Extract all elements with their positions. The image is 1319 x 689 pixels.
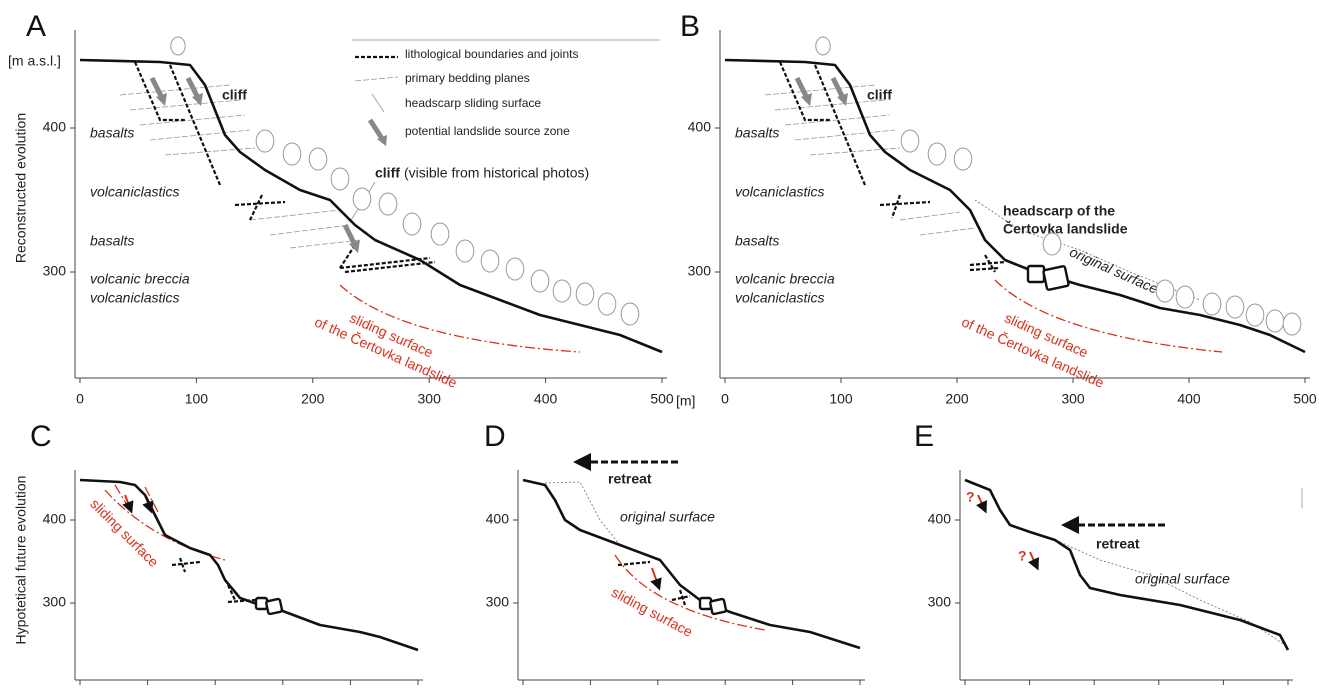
- annotation: original surface: [620, 509, 715, 525]
- tree: [597, 292, 617, 316]
- y-tick-label: 400: [688, 119, 712, 135]
- y-tick-label: 400: [928, 511, 952, 527]
- legend-label: primary bedding planes: [405, 71, 530, 85]
- tree: [530, 269, 550, 293]
- tree: [255, 129, 275, 153]
- annotation: basalts: [735, 125, 779, 141]
- annotation: cliff: [222, 87, 247, 103]
- annotation: volcaniclastics: [735, 290, 824, 306]
- panel-c: sliding surface: [79, 478, 419, 652]
- tree: [455, 239, 475, 263]
- x-tick-label: 100: [185, 391, 209, 407]
- annotation: retreat: [1096, 536, 1140, 552]
- annotation: ?: [966, 489, 975, 505]
- panel-d: retreat original surface sliding surface: [522, 453, 861, 650]
- y-tick-label: 300: [688, 263, 712, 279]
- tree: [308, 147, 328, 171]
- x-tick-label: 500: [650, 391, 674, 407]
- panel-b: cliff basalts volcaniclastics basalts vo…: [724, 58, 1306, 391]
- tree: [1282, 312, 1302, 336]
- annotation: basalts: [735, 233, 779, 249]
- annotation: original surface: [1135, 571, 1230, 587]
- x-tick-label: 100: [829, 391, 853, 407]
- annotation: original surface: [1067, 244, 1160, 297]
- annotation: volcaniclastics: [90, 290, 179, 306]
- y-tick-label: 400: [43, 119, 67, 135]
- tree: [575, 282, 595, 306]
- tree: [900, 129, 920, 153]
- x-tick-label: 200: [945, 391, 969, 407]
- panel-letter: A: [26, 10, 46, 43]
- panel-letter: D: [484, 420, 506, 453]
- x-tick-label: 300: [418, 391, 442, 407]
- row-label: Reconstructed evolution: [13, 113, 29, 263]
- annotation: (visible from historical photos): [404, 165, 589, 181]
- tree: [1202, 292, 1222, 316]
- tree: [927, 142, 947, 166]
- tree: [170, 36, 186, 56]
- tree: [480, 249, 500, 273]
- annotation: volcaniclastics: [90, 184, 179, 200]
- annotation: headscarp of the: [1003, 203, 1115, 219]
- x-tick-label: 0: [721, 391, 729, 407]
- y-tick-label: 400: [486, 511, 510, 527]
- tree: [1265, 309, 1285, 333]
- x-tick-label: 0: [76, 391, 84, 407]
- annotation: basalts: [90, 233, 134, 249]
- legend-label: lithological boundaries and joints: [405, 47, 578, 61]
- x-tick-label: 300: [1061, 391, 1085, 407]
- annotation: volcaniclastics: [735, 184, 824, 200]
- panel-letter: C: [30, 420, 52, 453]
- annotation: sliding surface: [609, 584, 696, 640]
- annotation: ?: [1018, 548, 1027, 564]
- tree: [282, 142, 302, 166]
- y-unit: [m a.s.l.]: [8, 53, 61, 69]
- panel-letter: B: [680, 10, 700, 43]
- x-tick-label: 400: [1177, 391, 1201, 407]
- y-tick-label: 300: [928, 594, 952, 610]
- y-tick-label: 300: [486, 594, 510, 610]
- tree: [1245, 303, 1265, 327]
- annotation: volcanic breccia: [90, 271, 190, 287]
- axes: 0 100 200 300 400 500 400 300 0 100 200 300 400 500 40…: [43, 30, 1317, 685]
- panel-a: cliff basalts volcaniclastics basalts vo…: [79, 58, 663, 391]
- tree: [1225, 295, 1245, 319]
- y-tick-label: 300: [43, 263, 67, 279]
- x-unit: [m]: [676, 393, 695, 409]
- tree: [1155, 279, 1175, 303]
- tree: [953, 147, 973, 171]
- tree: [430, 222, 450, 246]
- tree: [620, 302, 640, 326]
- tree: [1042, 232, 1062, 256]
- x-tick-label: 200: [301, 391, 325, 407]
- x-tick-label: 400: [534, 391, 558, 407]
- annotation: retreat: [608, 471, 652, 487]
- x-tick-label: 500: [1293, 391, 1317, 407]
- trees: [170, 36, 1302, 336]
- annotation: cliff: [867, 87, 892, 103]
- tree: [552, 279, 572, 303]
- legend-label: potential landslide source zone: [405, 124, 570, 138]
- annotation: Čertovka landslide: [1003, 220, 1128, 237]
- panel-e: retreat original surface ? ?: [964, 478, 1303, 651]
- tree: [505, 257, 525, 281]
- row-label: Hypotetical future evolution: [13, 476, 29, 645]
- legend: lithological boundaries and joints prima…: [352, 39, 660, 146]
- tree: [1175, 285, 1195, 309]
- y-tick-label: 300: [43, 594, 67, 610]
- annotation: volcanic breccia: [735, 271, 835, 287]
- y-tick-label: 400: [43, 511, 67, 527]
- annotation: basalts: [90, 125, 134, 141]
- panel-letter: E: [914, 420, 934, 453]
- annotation: cliff: [375, 165, 400, 181]
- tree: [330, 167, 350, 191]
- tree: [352, 187, 372, 211]
- tree: [815, 36, 831, 56]
- tree: [378, 192, 398, 216]
- tree: [402, 212, 422, 236]
- legend-label: headscarp sliding surface: [405, 96, 541, 110]
